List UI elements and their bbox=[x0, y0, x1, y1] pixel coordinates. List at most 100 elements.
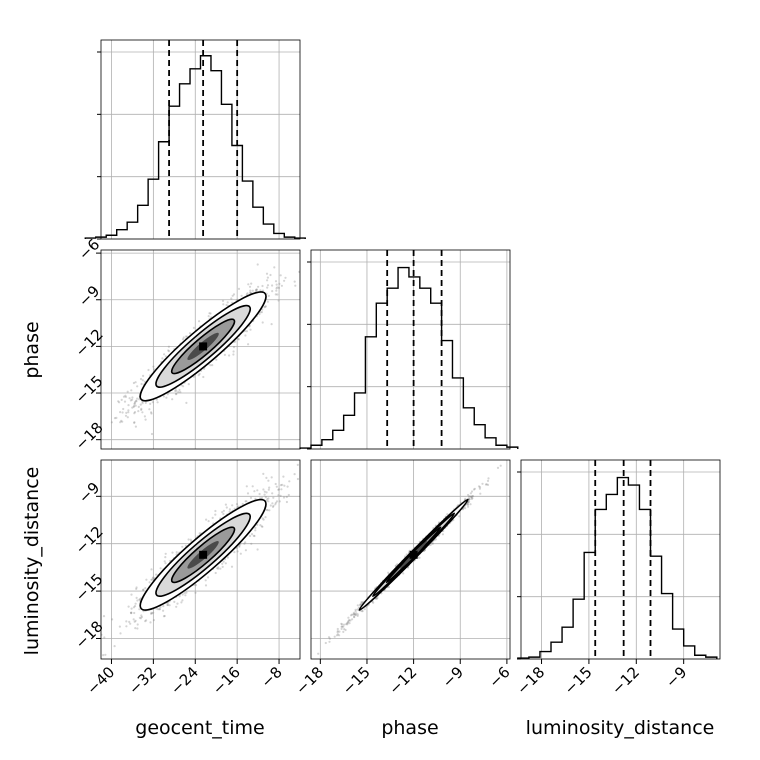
sample-point bbox=[175, 392, 178, 395]
sample-point bbox=[250, 542, 253, 545]
sample-point bbox=[248, 325, 251, 328]
sample-point bbox=[276, 293, 279, 296]
sample-point bbox=[481, 482, 484, 485]
sample-point bbox=[124, 414, 128, 417]
y-tick-label-phase-1: −15 bbox=[72, 372, 107, 407]
sample-point bbox=[277, 488, 281, 491]
sample-point bbox=[431, 542, 434, 545]
sample-point bbox=[103, 636, 106, 639]
sample-point bbox=[123, 400, 127, 403]
sample-point bbox=[139, 403, 142, 406]
sample-point bbox=[308, 256, 310, 258]
sample-point bbox=[287, 493, 290, 497]
histogram-luminosity-distance bbox=[517, 476, 718, 659]
sample-point bbox=[353, 615, 356, 618]
sample-point bbox=[487, 477, 490, 480]
sample-point bbox=[167, 601, 170, 605]
sample-point bbox=[224, 562, 227, 565]
sample-point bbox=[128, 397, 131, 400]
sample-point bbox=[347, 616, 350, 619]
sample-point bbox=[192, 326, 195, 329]
sample-point bbox=[198, 372, 201, 375]
sample-point bbox=[182, 385, 185, 388]
sample-point bbox=[150, 611, 153, 615]
sample-point bbox=[142, 588, 145, 592]
sample-point bbox=[207, 576, 210, 579]
sample-point bbox=[133, 421, 136, 424]
sample-point bbox=[272, 496, 275, 499]
sample-point bbox=[226, 301, 229, 304]
sample-point bbox=[484, 483, 488, 486]
sample-point bbox=[189, 538, 192, 541]
sample-point bbox=[263, 493, 266, 496]
sample-point bbox=[133, 402, 136, 405]
y-tick-label-phase-3: −9 bbox=[75, 282, 103, 310]
data-layer bbox=[84, 40, 718, 659]
sample-point bbox=[152, 576, 155, 579]
sample-point bbox=[265, 272, 269, 275]
sample-point bbox=[468, 498, 471, 501]
sample-point bbox=[275, 485, 278, 488]
sample-point bbox=[254, 526, 257, 530]
sample-point bbox=[140, 614, 143, 617]
x-tick-label-phase-1: −15 bbox=[339, 663, 374, 698]
sample-point bbox=[130, 611, 133, 614]
sample-point bbox=[132, 405, 135, 408]
y-axis-label-phase: phase bbox=[21, 321, 43, 378]
sample-point bbox=[224, 503, 227, 506]
sample-point bbox=[342, 623, 346, 626]
sample-point bbox=[119, 632, 122, 635]
sample-point bbox=[338, 634, 341, 637]
sample-point bbox=[261, 525, 264, 528]
sample-point bbox=[336, 631, 339, 634]
sample-point bbox=[179, 391, 182, 394]
sample-point bbox=[214, 509, 217, 513]
sample-point bbox=[347, 620, 350, 624]
sample-point bbox=[149, 621, 152, 624]
sample-point bbox=[485, 483, 488, 486]
sample-point bbox=[182, 336, 185, 339]
sample-point bbox=[145, 578, 148, 581]
sample-point bbox=[153, 368, 156, 371]
sample-point bbox=[221, 562, 224, 565]
sample-point bbox=[118, 625, 121, 628]
sample-point bbox=[155, 398, 158, 401]
sample-point bbox=[120, 398, 123, 401]
panel-frame-luminosity-distance bbox=[520, 459, 721, 660]
sample-point bbox=[470, 497, 473, 500]
sample-point bbox=[470, 496, 473, 499]
sample-point bbox=[276, 286, 279, 289]
sample-point bbox=[260, 311, 263, 314]
sample-point bbox=[354, 610, 357, 613]
sample-point bbox=[248, 285, 252, 288]
sample-point bbox=[187, 538, 190, 541]
sample-point bbox=[328, 637, 331, 640]
sample-point bbox=[133, 611, 136, 615]
sample-point bbox=[266, 276, 269, 279]
sample-point bbox=[152, 611, 155, 614]
sample-point bbox=[140, 382, 143, 386]
sample-point bbox=[184, 594, 187, 597]
sample-point bbox=[275, 287, 278, 290]
sample-point bbox=[138, 598, 141, 601]
sample-point bbox=[176, 602, 179, 605]
sample-point bbox=[96, 453, 98, 455]
sample-point bbox=[167, 349, 170, 352]
sample-point bbox=[376, 596, 379, 600]
sample-point bbox=[467, 505, 470, 508]
sample-point bbox=[253, 490, 256, 493]
sample-point bbox=[120, 419, 123, 422]
sample-point bbox=[271, 502, 274, 505]
sample-point bbox=[302, 471, 304, 473]
sample-point bbox=[144, 587, 147, 590]
sample-point bbox=[133, 402, 136, 406]
sample-point bbox=[249, 534, 252, 538]
sample-point bbox=[256, 523, 259, 526]
sample-point bbox=[125, 411, 128, 414]
sample-point bbox=[130, 607, 133, 610]
y-tick-label-luminosity-distance-1: −15 bbox=[72, 570, 107, 605]
sample-point bbox=[126, 390, 129, 393]
panel-frame-phase-vs-luminosity-distance bbox=[310, 459, 511, 660]
sample-point bbox=[128, 620, 131, 624]
